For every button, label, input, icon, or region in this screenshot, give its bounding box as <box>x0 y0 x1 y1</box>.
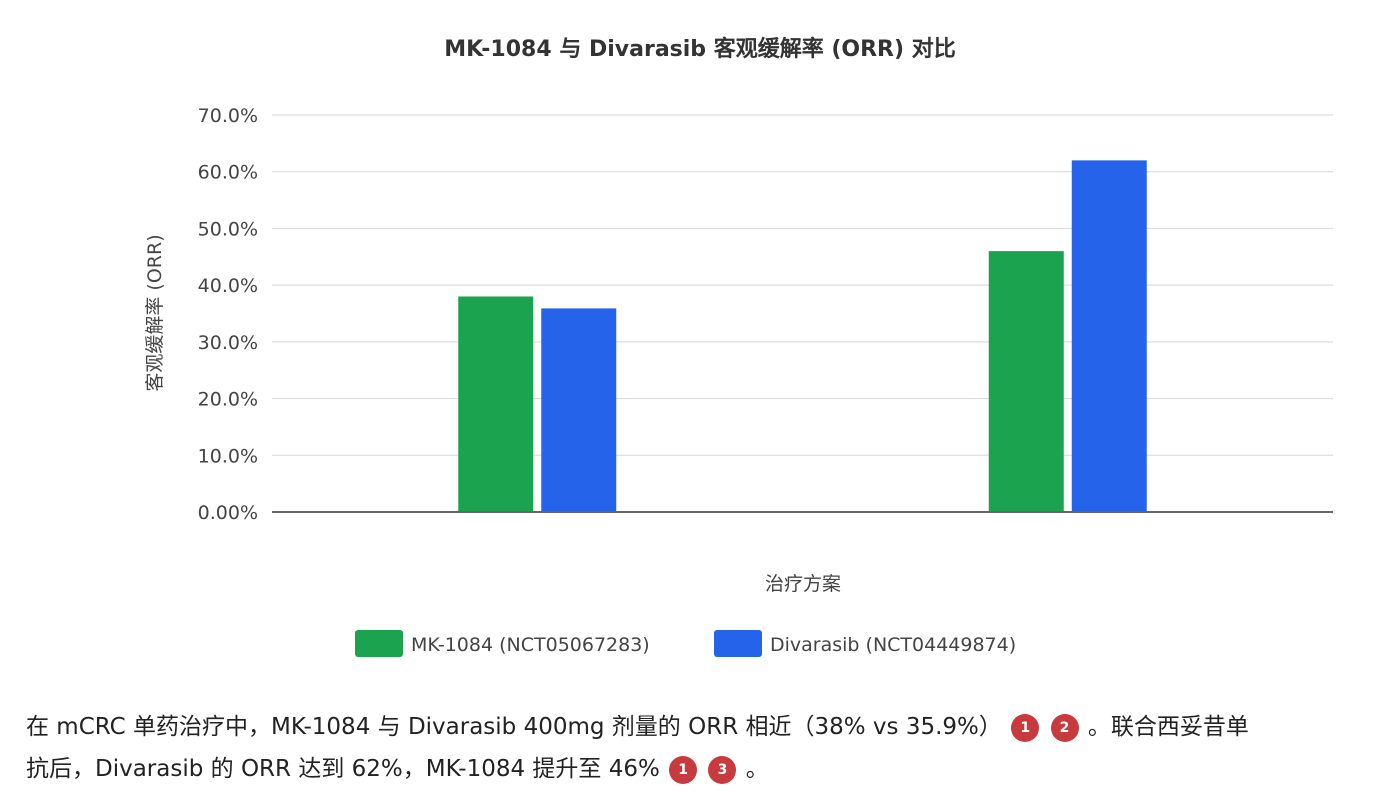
y-tick-label: 40.0% <box>198 275 258 297</box>
y-tick-label: 0.00% <box>198 502 258 524</box>
legend-label: Divarasib (NCT04449874) <box>770 634 1016 656</box>
y-tick-label: 70.0% <box>198 105 258 127</box>
citation-badge[interactable]: 1 <box>1011 713 1040 742</box>
caption-line-2-text: 抗后，Divarasib 的 ORR 达到 62%，MK-1084 提升至 46… <box>26 756 660 782</box>
citation-badge[interactable]: 3 <box>708 755 737 784</box>
chart-title: MK-1084 与 Divarasib 客观缓解率 (ORR) 对比 <box>444 36 955 62</box>
caption-line-1-tail: 。联合西妥昔单 <box>1087 714 1249 740</box>
bar-divarasib <box>541 308 617 512</box>
caption-line-2: 抗后，Divarasib 的 ORR 达到 62%，MK-1084 提升至 46… <box>26 748 1386 790</box>
legend-swatch <box>714 630 762 657</box>
y-axis-label: 客观缓解率 (ORR) <box>144 234 166 391</box>
y-tick-label: 30.0% <box>198 332 258 354</box>
bar-divarasib <box>1071 160 1147 512</box>
y-tick-label: 20.0% <box>198 389 258 411</box>
legend-swatch <box>355 630 403 657</box>
legend-label: MK-1084 (NCT05067283) <box>411 634 650 656</box>
caption-line-2-tail: 。 <box>745 756 769 782</box>
citation-badge[interactable]: 1 <box>669 755 698 784</box>
caption-line-1: 在 mCRC 单药治疗中，MK-1084 与 Divarasib 400mg 剂… <box>26 706 1386 748</box>
bar-mk1084 <box>988 251 1064 512</box>
x-axis-label: 治疗方案 <box>765 573 841 595</box>
y-tick-label: 10.0% <box>198 445 258 467</box>
caption-line-1-text: 在 mCRC 单药治疗中，MK-1084 与 Divarasib 400mg 剂… <box>26 714 1002 740</box>
orr-bar-chart: MK-1084 与 Divarasib 客观缓解率 (ORR) 对比 0.00% 1… <box>144 36 1333 657</box>
bar-mk1084 <box>458 296 534 512</box>
caption-paragraph: 在 mCRC 单药治疗中，MK-1084 与 Divarasib 400mg 剂… <box>26 706 1386 790</box>
citation-badge[interactable]: 2 <box>1050 713 1079 742</box>
y-tick-label: 50.0% <box>198 218 258 240</box>
y-tick-label: 60.0% <box>198 162 258 184</box>
